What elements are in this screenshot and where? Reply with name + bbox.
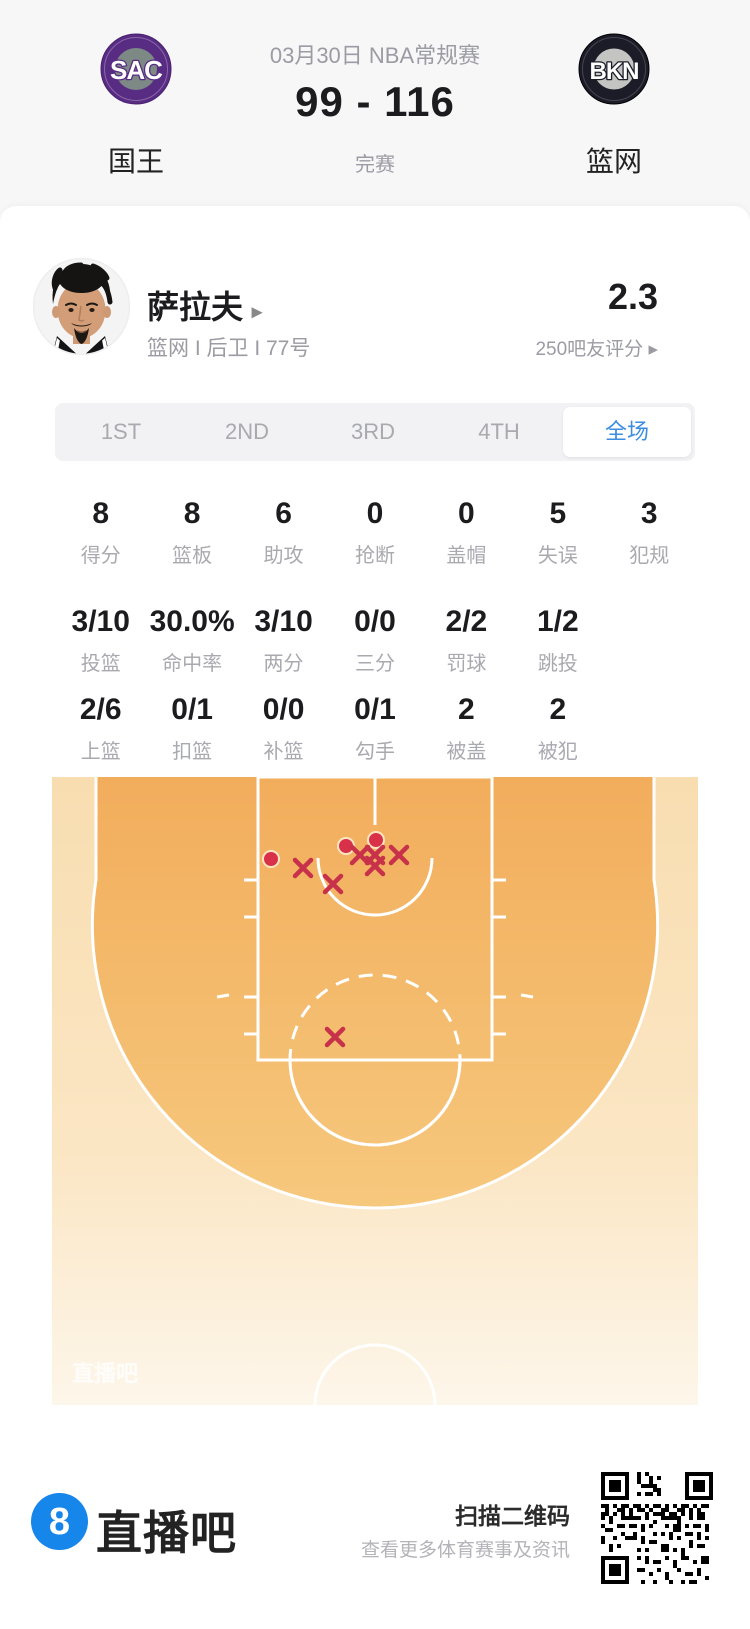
- svg-text:8: 8: [49, 1501, 70, 1543]
- svg-text:直播吧: 直播吧: [72, 1361, 138, 1386]
- svg-text:SAC: SAC: [110, 55, 163, 85]
- svg-text:BKN: BKN: [590, 58, 639, 85]
